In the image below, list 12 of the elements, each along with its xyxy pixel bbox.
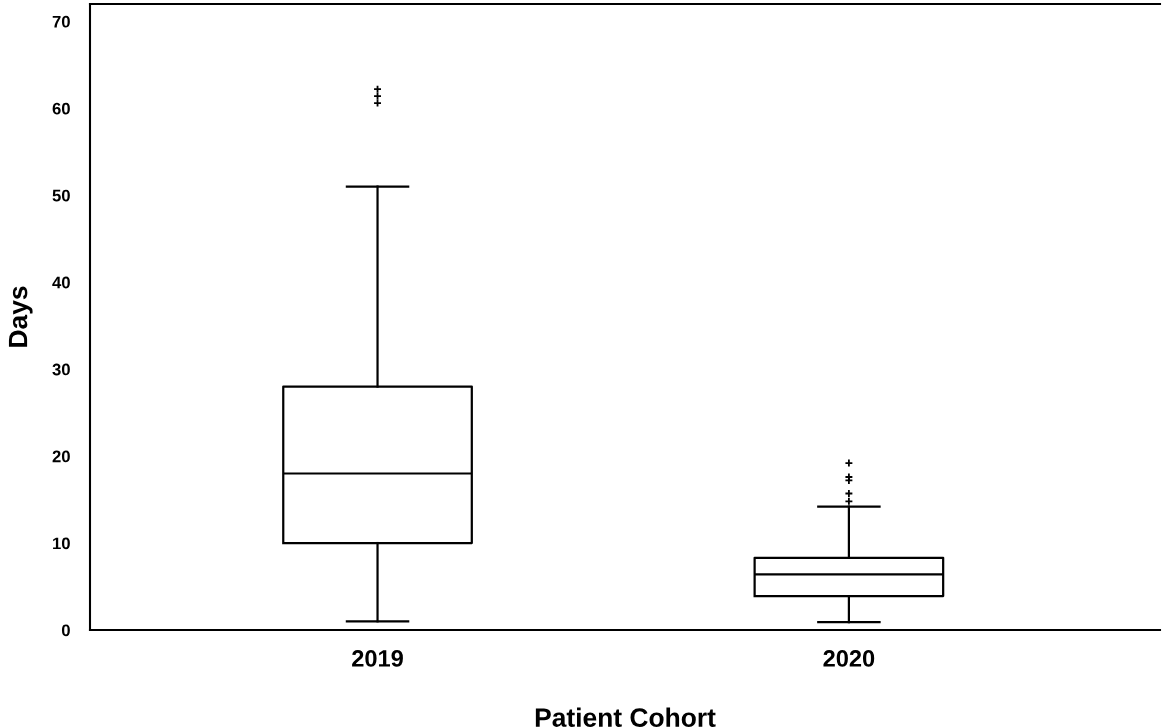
x-tick-label: 2020 <box>823 650 875 667</box>
y-tick-label: 50 <box>52 189 70 202</box>
x-tick-label: 2019 <box>352 650 403 667</box>
y-tick-label: 30 <box>52 363 70 376</box>
y-tick-label: 10 <box>53 537 70 550</box>
y-tick-label: 0 <box>61 624 70 637</box>
y-tick-label: 40 <box>52 276 70 289</box>
y-axis-title: Days <box>8 286 33 347</box>
y-tick-label: 70 <box>52 15 70 28</box>
y-tick-label: 60 <box>52 102 70 115</box>
x-axis-title: Patient Cohort <box>535 707 716 727</box>
y-tick-label: 20 <box>52 450 70 463</box>
